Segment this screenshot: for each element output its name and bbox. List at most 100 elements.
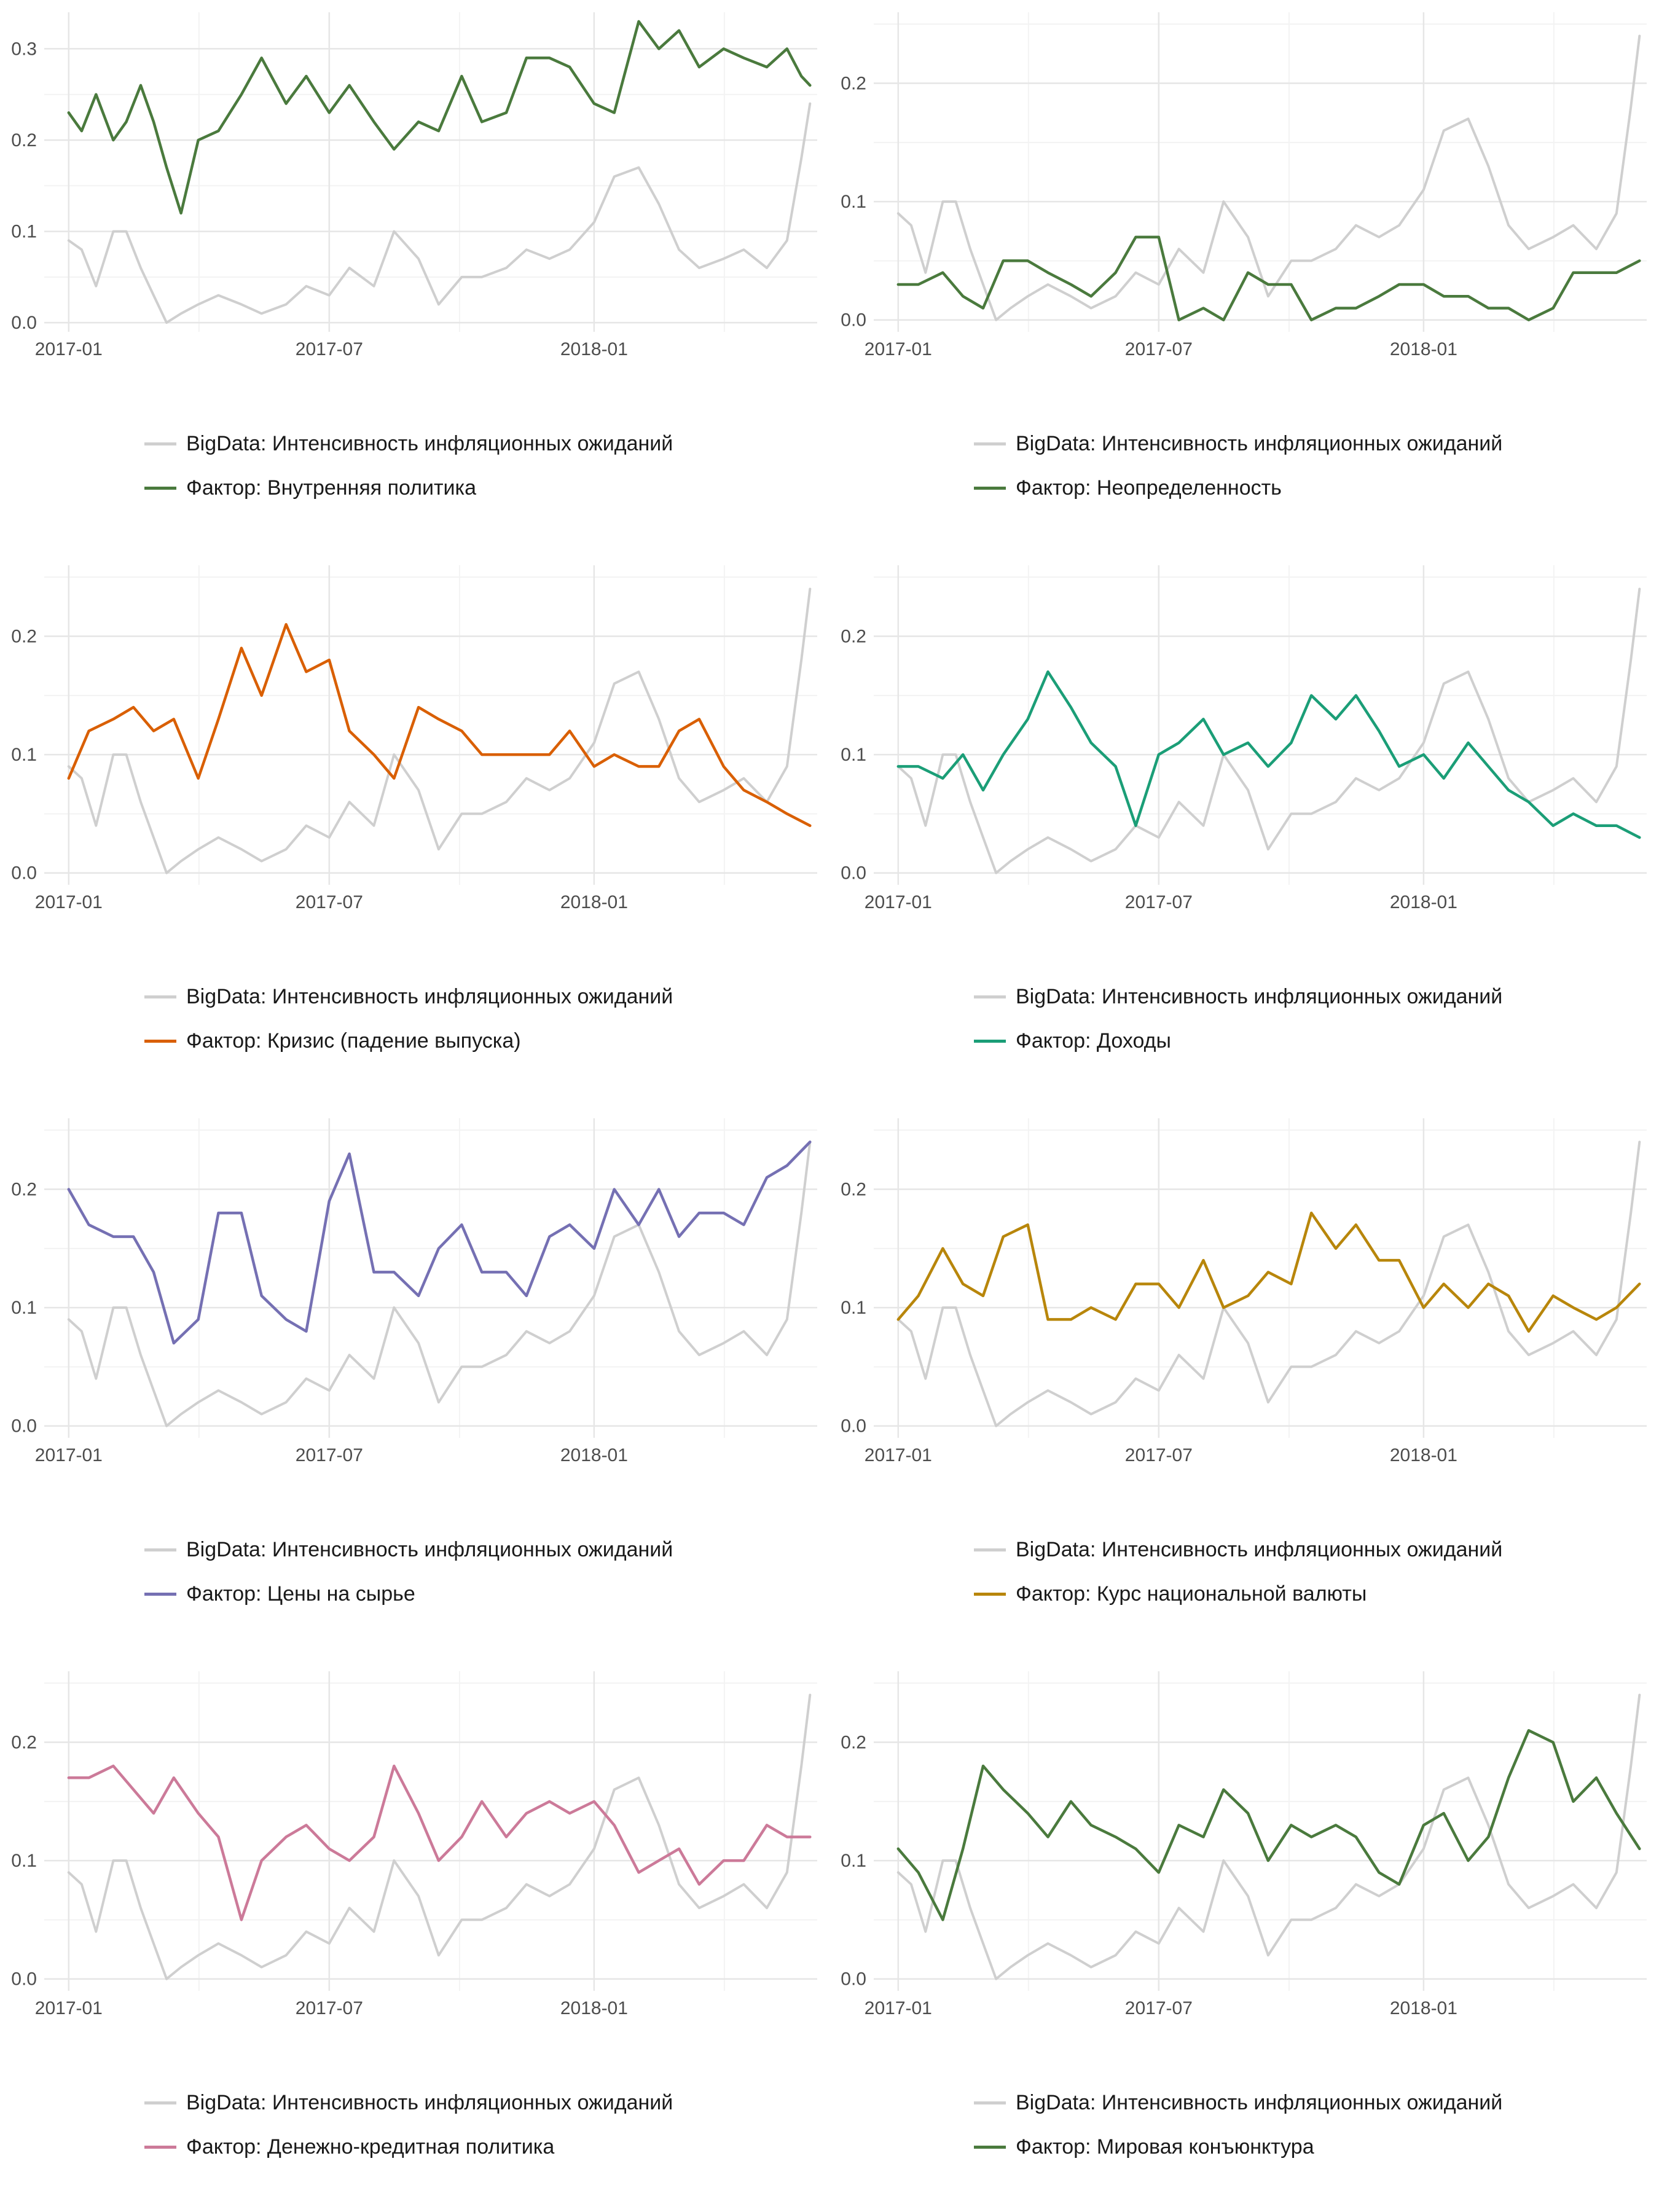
legend-item: Фактор: Доходы (974, 1027, 1171, 1054)
legend-swatch (974, 995, 1006, 998)
y-tick-label: 0.0 (841, 310, 866, 331)
legend-label: BigData: Интенсивность инфляционных ожид… (1016, 1537, 1503, 1561)
legend-label: BigData: Интенсивность инфляционных ожид… (186, 984, 673, 1008)
line-chart-4: 0.0 0.1 0.2 2017-01 2017-07 2018-01 (841, 565, 1647, 912)
legend-swatch (974, 1039, 1006, 1043)
x-tick-label: 2018-01 (560, 339, 628, 359)
x-tick-label: 2017-01 (865, 339, 932, 359)
x-tick-label: 2017-07 (296, 1998, 363, 2018)
legend-swatch (144, 1548, 176, 1551)
series-line-factor (896, 670, 1641, 839)
series-line-bigdata (67, 1693, 812, 1980)
y-tick-label: 0.2 (11, 1180, 37, 1200)
legend-swatch (144, 442, 176, 445)
legend-item: Фактор: Неопределенность (974, 474, 1282, 501)
legend-label: Фактор: Кризис (падение выпуска) (186, 1029, 521, 1053)
y-tick-label: 0.1 (11, 745, 37, 765)
legend-label: BigData: Интенсивность инфляционных ожид… (186, 431, 673, 455)
legend-item: BigData: Интенсивность инфляционных ожид… (974, 983, 1502, 1010)
y-tick-label: 0.2 (841, 1733, 866, 1753)
series-line-bigdata (67, 1140, 812, 1427)
x-tick-label: 2017-07 (1125, 1998, 1193, 2018)
y-tick-label: 0.1 (841, 1851, 866, 1871)
legend-label: BigData: Интенсивность инфляционных ожид… (186, 2090, 673, 2114)
series-line-bigdata (67, 102, 812, 324)
legend-item: Фактор: Цены на сырье (144, 1580, 415, 1607)
series-line-bigdata (896, 34, 1641, 321)
y-tick-label: 0.0 (11, 1416, 37, 1437)
legend-swatch (144, 2145, 176, 2149)
legend-swatch (974, 2101, 1006, 2104)
x-tick-label: 2018-01 (1390, 1445, 1457, 1465)
y-tick-label: 0.0 (11, 1969, 37, 1990)
legend-item: Фактор: Денежно-кредитная политика (144, 2133, 554, 2160)
series-line-factor (896, 1211, 1641, 1333)
legend-swatch (144, 486, 176, 490)
x-tick-label: 2017-01 (865, 1445, 932, 1465)
x-tick-label: 2017-01 (35, 1445, 103, 1465)
chart-panel-1: 0.0 0.1 0.2 0.3 2017-01 2017-07 2018-01 BigData… (0, 0, 830, 553)
line-chart-6: 0.0 0.1 0.2 2017-01 2017-07 2018-01 (841, 1118, 1647, 1465)
x-tick-label: 2017-07 (1125, 339, 1193, 359)
legend-swatch (144, 1592, 176, 1596)
y-tick-label: 0.0 (841, 1969, 866, 1990)
legend-item: Фактор: Мировая конъюнктура (974, 2133, 1314, 2160)
y-tick-label: 0.3 (11, 39, 37, 59)
x-tick-label: 2017-07 (1125, 1445, 1193, 1465)
chart-panel-7: 0.0 0.1 0.2 2017-01 2017-07 2018-01 BigData: И… (0, 1659, 830, 2212)
legend-label: Фактор: Цены на сырье (186, 1582, 415, 1606)
x-tick-label: 2017-01 (865, 892, 932, 912)
line-chart-3: 0.0 0.1 0.2 2017-01 2017-07 2018-01 (11, 565, 817, 912)
series-line-factor (896, 1729, 1641, 1921)
chart-panel-3: 0.0 0.1 0.2 2017-01 2017-07 2018-01 BigData: И… (0, 553, 830, 1106)
y-tick-label: 0.2 (11, 1733, 37, 1753)
legend-swatch (974, 442, 1006, 445)
y-tick-label: 0.2 (11, 627, 37, 647)
chart-panel-5: 0.0 0.1 0.2 2017-01 2017-07 2018-01 BigData: И… (0, 1106, 830, 1659)
legend-swatch (144, 2101, 176, 2104)
legend-label: BigData: Интенсивность инфляционных ожид… (1016, 2090, 1503, 2114)
x-tick-label: 2017-01 (35, 339, 103, 359)
line-chart-7: 0.0 0.1 0.2 2017-01 2017-07 2018-01 (11, 1671, 817, 2018)
legend-item: BigData: Интенсивность инфляционных ожид… (144, 2089, 673, 2116)
chart-panel-4: 0.0 0.1 0.2 2017-01 2017-07 2018-01 BigData: И… (830, 553, 1659, 1106)
series-line-bigdata (896, 587, 1641, 874)
series-line-bigdata (67, 587, 812, 874)
series-line-factor (896, 235, 1641, 321)
y-tick-label: 0.0 (11, 863, 37, 884)
x-tick-label: 2018-01 (1390, 892, 1457, 912)
y-tick-label: 0.0 (841, 1416, 866, 1437)
line-chart-8: 0.0 0.1 0.2 2017-01 2017-07 2018-01 (841, 1671, 1647, 2018)
x-tick-label: 2017-07 (296, 339, 363, 359)
y-tick-label: 0.0 (11, 313, 37, 333)
series-line-bigdata (896, 1693, 1641, 1980)
y-tick-label: 0.1 (841, 1298, 866, 1318)
y-tick-label: 0.2 (841, 627, 866, 647)
legend-label: BigData: Интенсивность инфляционных ожид… (186, 1537, 673, 1561)
legend-item: BigData: Интенсивность инфляционных ожид… (974, 1536, 1502, 1563)
legend-swatch (974, 2145, 1006, 2149)
x-tick-label: 2017-07 (1125, 892, 1193, 912)
legend-item: Фактор: Кризис (падение выпуска) (144, 1027, 521, 1054)
series-line-factor (67, 623, 812, 827)
x-tick-label: 2017-01 (865, 1998, 932, 2018)
x-tick-label: 2017-07 (296, 1445, 363, 1465)
y-tick-label: 0.0 (841, 863, 866, 884)
series-line-factor (67, 1764, 812, 1921)
x-tick-label: 2017-01 (35, 892, 103, 912)
legend-label: Фактор: Денежно-кредитная политика (186, 2135, 555, 2159)
x-tick-label: 2017-07 (296, 892, 363, 912)
y-tick-label: 0.1 (11, 222, 37, 242)
x-tick-label: 2018-01 (560, 1998, 628, 2018)
legend-swatch (974, 1548, 1006, 1551)
x-tick-label: 2017-01 (35, 1998, 103, 2018)
legend-item: Фактор: Внутренняя политика (144, 474, 476, 501)
legend-label: Фактор: Неопределенность (1016, 476, 1282, 500)
legend-item: BigData: Интенсивность инфляционных ожид… (144, 430, 673, 457)
series-line-bigdata (896, 1140, 1641, 1427)
legend-label: Фактор: Внутренняя политика (186, 476, 477, 500)
y-tick-label: 0.2 (841, 74, 866, 94)
x-tick-label: 2018-01 (1390, 1998, 1457, 2018)
x-tick-label: 2018-01 (560, 1445, 628, 1465)
